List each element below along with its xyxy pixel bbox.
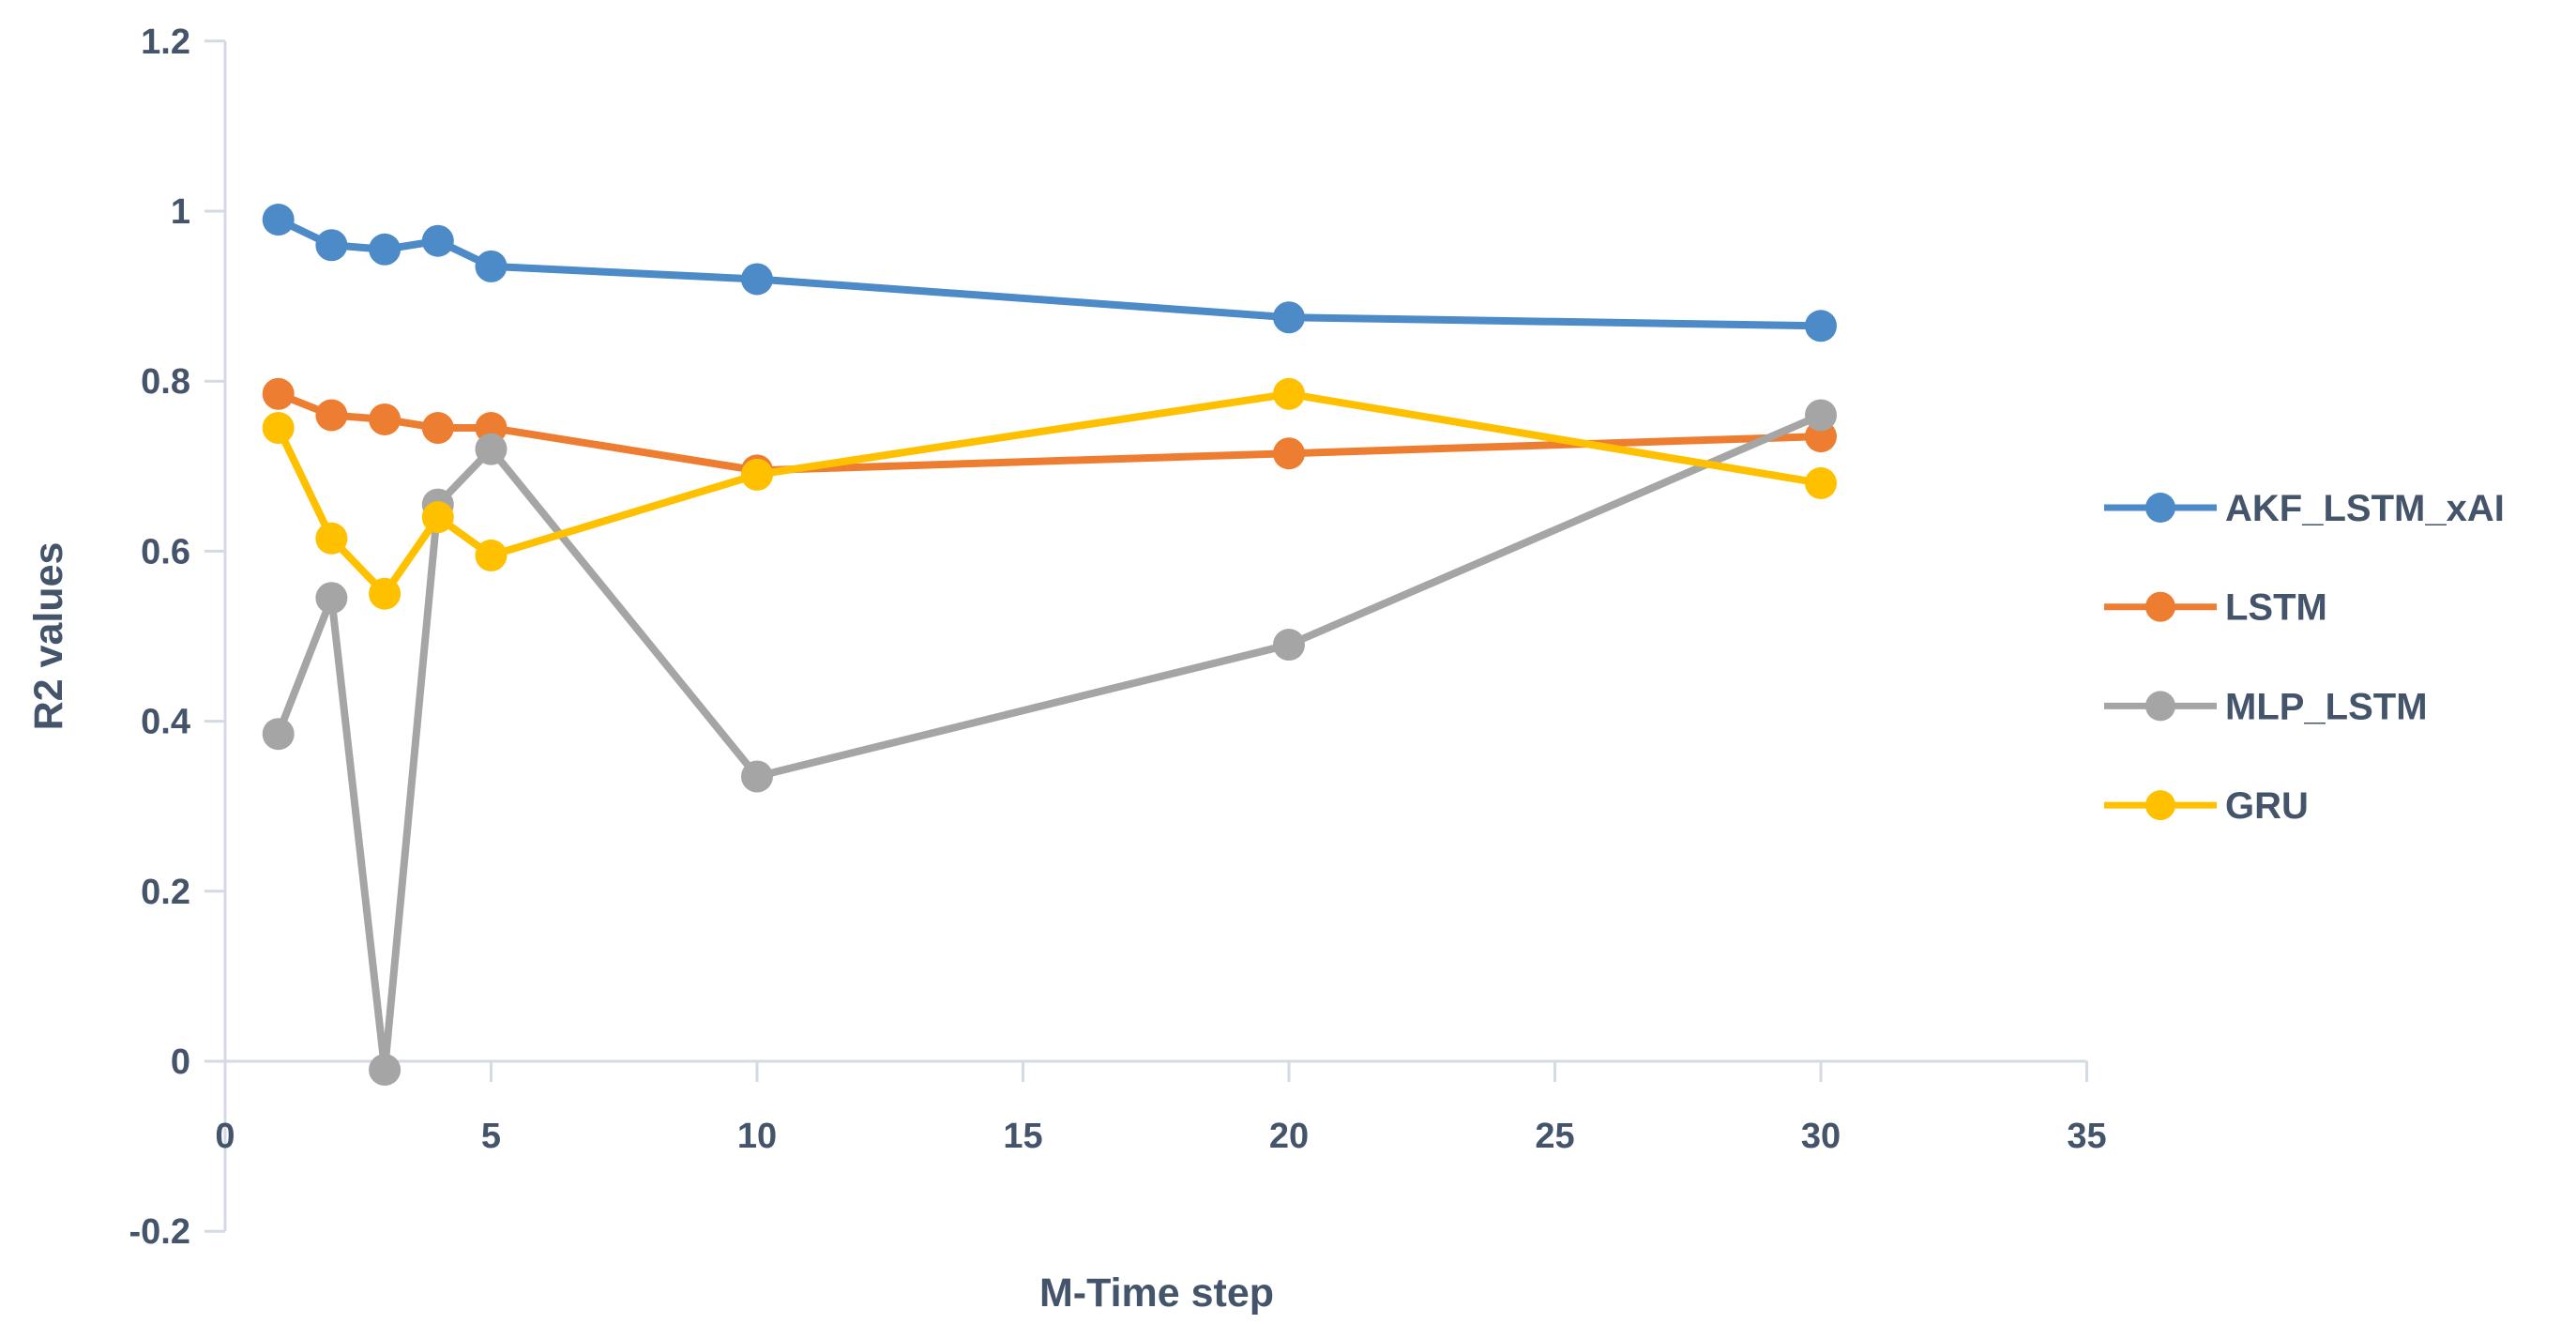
- y-tick-label: 0.4: [141, 703, 190, 742]
- x-tick-label: 35: [2067, 1117, 2106, 1156]
- legend-marker: [2145, 790, 2175, 821]
- x-tick-label: 5: [481, 1117, 501, 1156]
- data-point-GRU: [369, 577, 402, 610]
- y-tick-label: 0.6: [141, 532, 190, 571]
- data-point-AKF_LSTM_xAI: [262, 204, 295, 236]
- legend-label: MLP_LSTM: [2225, 686, 2428, 727]
- data-point-AKF_LSTM_xAI: [741, 263, 773, 296]
- data-point-MLP_LSTM: [475, 433, 508, 465]
- y-tick-label: 0: [171, 1042, 190, 1082]
- legend-item-LSTM: LSTM: [2104, 587, 2327, 629]
- data-point-AKF_LSTM_xAI: [1273, 301, 1305, 334]
- data-point-AKF_LSTM_xAI: [369, 233, 402, 266]
- data-point-GRU: [741, 458, 773, 491]
- x-tick-label: 0: [215, 1117, 235, 1156]
- x-tick-label: 10: [737, 1117, 777, 1156]
- legend-marker: [2145, 691, 2175, 722]
- axes: -0.2 0 0.2 0.4 0.6 0.8 1 1.2 0 5 10 15 20 25 30 35: [129, 23, 2107, 1252]
- legend-item-GRU: GRU: [2104, 785, 2309, 827]
- data-point-LSTM: [369, 403, 402, 435]
- legend-marker: [2145, 591, 2175, 622]
- plot-series: [262, 204, 1837, 1087]
- legend-item-MLP_LSTM: MLP_LSTM: [2104, 686, 2428, 727]
- data-point-MLP_LSTM: [315, 582, 348, 615]
- data-point-GRU: [475, 539, 508, 571]
- data-point-AKF_LSTM_xAI: [421, 224, 454, 257]
- data-point-GRU: [262, 412, 295, 445]
- data-point-AKF_LSTM_xAI: [1805, 310, 1837, 342]
- data-point-GRU: [1273, 377, 1305, 410]
- x-tick-label: 25: [1535, 1117, 1574, 1156]
- series-line-GRU: [274, 389, 1825, 598]
- data-point-GRU: [1805, 466, 1837, 499]
- y-tick-label: -0.2: [129, 1212, 190, 1252]
- y-tick-label: 1.2: [141, 23, 190, 62]
- data-point-AKF_LSTM_xAI: [475, 250, 508, 282]
- x-tick-label: 20: [1269, 1117, 1309, 1156]
- data-point-LSTM: [1273, 437, 1305, 470]
- data-point-LSTM: [262, 377, 295, 410]
- data-point-MLP_LSTM: [369, 1054, 402, 1087]
- x-axis-title: M-Time step: [1039, 1271, 1274, 1316]
- data-point-MLP_LSTM: [1273, 629, 1305, 662]
- legend-label: GRU: [2225, 785, 2309, 827]
- legend-marker: [2145, 493, 2175, 523]
- data-point-MLP_LSTM: [1805, 399, 1837, 432]
- legend: AKF_LSTM_xAI LSTM MLP_LSTM GRU: [2104, 488, 2505, 827]
- y-tick-label: 0.8: [141, 362, 190, 402]
- data-point-LSTM: [421, 412, 454, 445]
- data-point-MLP_LSTM: [262, 718, 295, 751]
- y-tick-label: 1: [171, 192, 190, 232]
- legend-item-AKF_LSTM_xAI: AKF_LSTM_xAI: [2104, 488, 2505, 529]
- data-point-LSTM: [315, 399, 348, 432]
- data-point-GRU: [421, 501, 454, 534]
- series-line-AKF_LSTM_xAI: [274, 216, 1825, 330]
- y-tick-label: 0.2: [141, 873, 190, 912]
- data-point-AKF_LSTM_xAI: [315, 229, 348, 262]
- data-point-GRU: [315, 522, 348, 555]
- x-tick-label: 30: [1801, 1117, 1841, 1156]
- data-point-MLP_LSTM: [741, 760, 773, 793]
- legend-label: AKF_LSTM_xAI: [2225, 488, 2505, 529]
- x-tick-label: 15: [1003, 1117, 1042, 1156]
- series-line-MLP_LSTM: [274, 411, 1825, 1074]
- y-axis-title: R2 values: [26, 542, 71, 731]
- legend-label: LSTM: [2225, 587, 2327, 629]
